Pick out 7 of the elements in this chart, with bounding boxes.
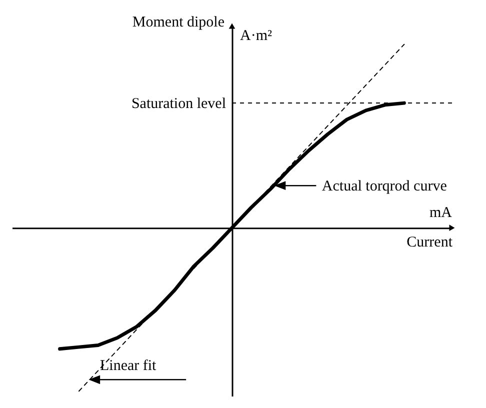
- ref-line-label: Saturation level: [131, 96, 226, 112]
- series-label: Linear fit: [100, 358, 158, 374]
- text: A·m²: [240, 28, 272, 44]
- legend-label: Actual torqrod curve: [322, 178, 448, 195]
- x-axis-title: Current: [406, 234, 454, 250]
- annotation: mA: [430, 204, 452, 221]
- y-axis-title: Moment dipole: [132, 14, 225, 30]
